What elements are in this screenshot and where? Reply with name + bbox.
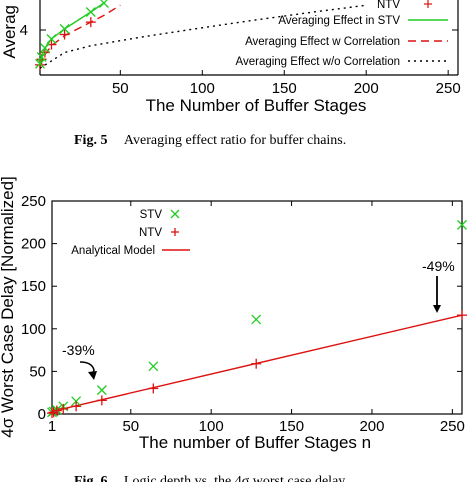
fig5-caption-text: Averaging effect ratio for buffer chains… <box>124 133 346 148</box>
fig6-ntv-point <box>96 395 107 406</box>
figure5-chart: 4 Averag 50 100 150 200 250 The Number of Bu… <box>0 0 461 115</box>
fig5-stv-point-b <box>35 58 45 69</box>
fig6-annotation-39-arrow <box>79 361 95 377</box>
fig5-stv-point <box>85 7 96 17</box>
fig6-ntv-point <box>251 358 262 369</box>
fig5-series-line-3 <box>39 4 367 69</box>
fig6-y-axis-label: 4σ Worst Case Delay [Normalized] <box>0 176 17 437</box>
fig5-x-tick-label: 150 <box>272 80 297 97</box>
fig6-annotation-39: -39% <box>62 342 95 358</box>
fig5-stv-point-b <box>36 52 47 62</box>
fig6-y-ticks: 0 50 100 150 200 250 <box>21 193 462 423</box>
fig5-legend: NTV Averaging Effect in STV Averaging Ef… <box>236 0 448 68</box>
fig6-x-ticks: 1 50 100 150 200 250 <box>48 201 465 435</box>
fig5-legend-stv-label: Averaging Effect in STV <box>278 15 400 27</box>
fig6-y-tick-label: 250 <box>21 193 46 210</box>
fig5-stv-point-b <box>59 23 70 34</box>
fig6-stv-point <box>148 361 159 372</box>
fig6-plot-frame <box>51 200 463 415</box>
fig5-stv-point <box>46 34 57 44</box>
fig5-x-tick-label: 100 <box>190 80 215 97</box>
fig6-y-tick-label: 200 <box>21 236 46 253</box>
fig6-x-tick-label: 200 <box>359 418 384 435</box>
fig5-y-axis-label: Averag <box>0 5 19 59</box>
fig6-x-tick-label: 50 <box>122 418 139 435</box>
fig6-caption: Fig. 6 Logic depth vs. the 4σ worst case… <box>74 472 345 482</box>
fig6-y-tick-label: 50 <box>29 363 46 380</box>
fig6-x-tick-label: 250 <box>440 418 465 435</box>
fig5-x-tick-label: 200 <box>354 80 379 97</box>
fig6-ntv-point <box>47 408 57 419</box>
fig6-stv-point <box>96 385 107 396</box>
fig6-legend-ntv-label: NTV <box>139 227 162 239</box>
fig6-ntv-point <box>148 383 159 394</box>
fig6-caption-label: Fig. 6 <box>74 474 107 482</box>
fig5-caption: Fig. 5 Averaging effect ratio for buffer… <box>74 131 346 148</box>
fig6-stv-point-b <box>457 219 467 230</box>
fig5-legend-wcorr-label: Averaging Effect w Correlation <box>245 36 400 48</box>
fig6-stv-point <box>251 314 262 325</box>
fig5-x-ticks: 50 100 150 200 250 <box>112 70 461 97</box>
fig6-x-tick-label: 1 <box>48 418 56 435</box>
fig6-caption-text: Logic depth vs. the 4σ worst case delay <box>124 474 345 482</box>
fig6-stv-point-b <box>251 314 262 325</box>
fig6-stv-point <box>71 396 82 407</box>
fig5-x-tick-label: 250 <box>436 80 461 97</box>
fig6-x-axis-label: The number of Buffer Stages n <box>139 433 371 452</box>
fig6-y-tick-label: 150 <box>21 278 46 295</box>
fig5-legend-ntv-marker <box>424 0 432 8</box>
fig6-legend: STV NTV Analytical Model <box>71 209 190 257</box>
fig5-stv-point <box>98 0 109 8</box>
fig5-series-line-2 <box>39 4 121 68</box>
fig6-ntv-point <box>457 310 467 321</box>
fig6-annotation-39-arrowhead <box>88 371 97 380</box>
fig5-x-axis-label: The Number of Buffer Stages <box>146 96 367 115</box>
fig5-x-tick-label: 50 <box>112 80 129 97</box>
fig6-x-tick-label: 150 <box>279 418 304 435</box>
fig6-legend-ntv-marker <box>171 228 179 236</box>
fig6-x-tick-label: 100 <box>199 418 224 435</box>
fig6-annotation-49-arrowhead <box>433 305 441 313</box>
fig5-caption-label: Fig. 5 <box>74 133 107 148</box>
fig6-y-tick-label: 0 <box>38 406 46 423</box>
fig5-stv-point <box>36 52 47 62</box>
fig6-series-group <box>47 219 467 419</box>
fig6-legend-model-label: Analytical Model <box>71 245 155 257</box>
fig6-annotation-49: -49% <box>422 258 455 274</box>
fig6-stv-point <box>457 219 467 230</box>
fig5-legend-ntv-label: NTV <box>377 0 400 11</box>
fig6-legend-stv-label: STV <box>140 209 163 221</box>
fig6-stv-point-b <box>96 385 107 396</box>
fig5-stv-point-b <box>39 43 50 53</box>
fig6-ntv-point <box>71 401 82 412</box>
fig5-stv-point <box>59 23 70 34</box>
fig5-stv-point-b <box>85 7 96 17</box>
fig5-series-group <box>35 0 367 70</box>
fig5-y-tick-label: 4 <box>20 22 28 39</box>
fig6-legend-stv-marker <box>170 209 180 219</box>
fig5-legend-wocorr-label: Averaging Effect w/o Correlation <box>236 56 401 68</box>
fig5-stv-point <box>39 43 50 53</box>
fig5-series-line-1 <box>39 2 105 64</box>
fig6-stv-point-b <box>148 361 159 372</box>
fig6-ntv-point <box>51 405 62 416</box>
fig5-stv-point-b <box>98 0 108 8</box>
fig6-y-tick-label: 100 <box>21 321 46 338</box>
fig6-ntv-point <box>58 403 69 414</box>
fig6-stv-point-b <box>71 396 82 407</box>
fig5-stv-point-b <box>46 34 57 44</box>
